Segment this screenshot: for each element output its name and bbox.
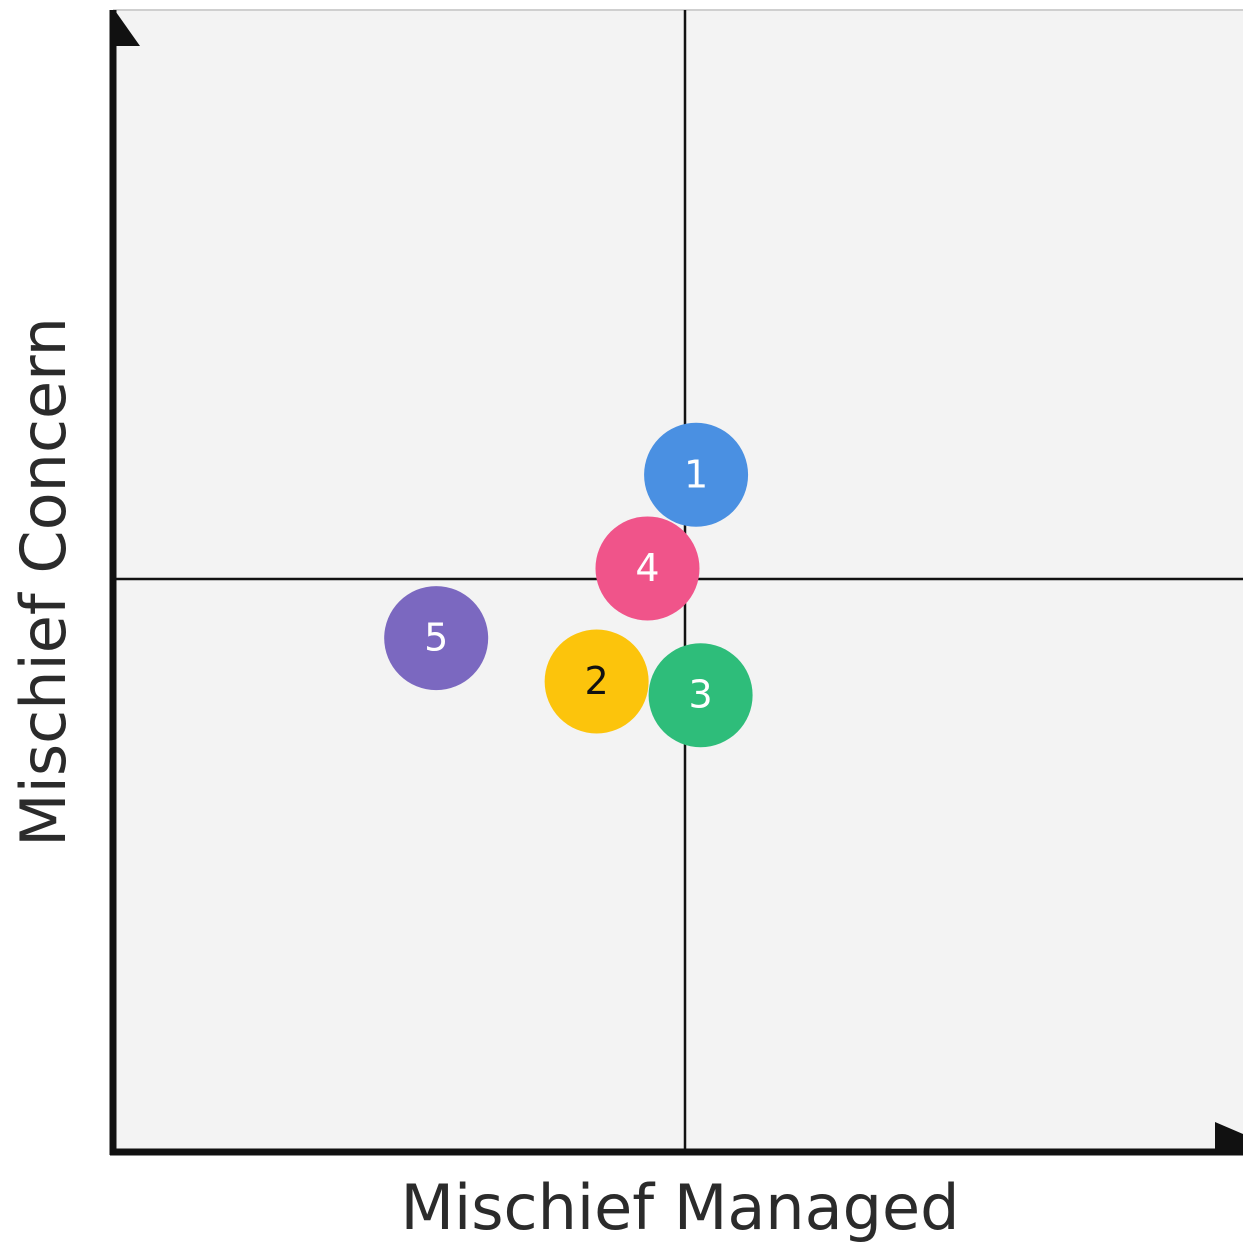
- point-label: 4: [635, 546, 659, 590]
- point-label: 5: [424, 616, 448, 660]
- x-axis-title: Mischief Managed: [401, 1171, 960, 1244]
- point: [648, 643, 753, 748]
- point: [544, 629, 649, 734]
- y-axis-arrow: [116, 12, 140, 46]
- point-label: 3: [689, 673, 713, 717]
- plot-layer: 1 2 3 4 5: [113, 10, 1243, 1152]
- point-label: 1: [684, 452, 708, 496]
- y-axis-title: Mischief Concern: [7, 317, 80, 847]
- point: [384, 586, 489, 691]
- point: [644, 422, 749, 527]
- point-label: 2: [585, 659, 609, 703]
- point: [595, 516, 700, 621]
- x-axis-arrow: [1215, 1122, 1243, 1150]
